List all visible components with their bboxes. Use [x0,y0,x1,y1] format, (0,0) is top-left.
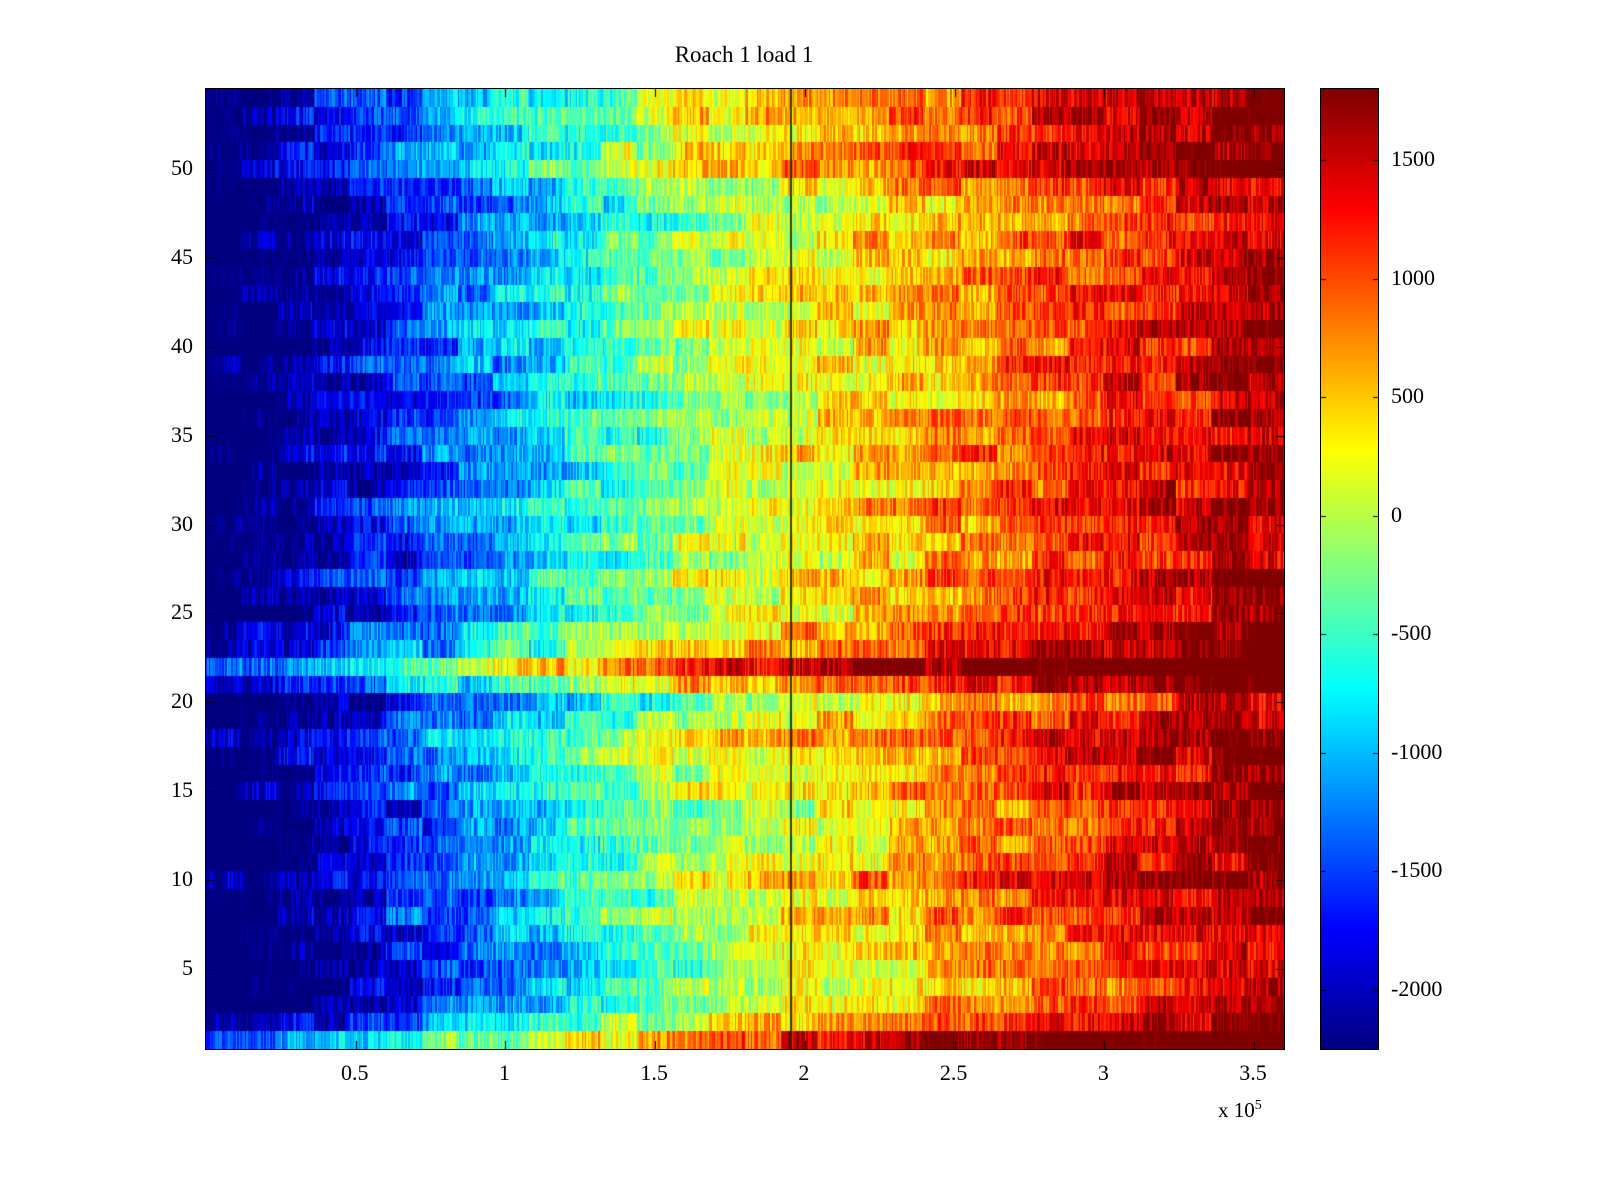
colorbar-tick-label: 500 [1391,383,1424,409]
colorbar-tick-label: -500 [1391,620,1432,646]
y-tick-label: 45 [171,243,193,269]
heatmap-plot [205,88,1285,1050]
colorbar-tick-label: -1000 [1391,738,1443,764]
colorbar-tick-label: 1000 [1391,264,1435,290]
y-tick-label: 20 [171,688,193,714]
y-tick-label: 25 [171,599,193,625]
plot-title: Roach 1 load 1 [674,42,814,67]
x-tick-label: 0.5 [340,1060,369,1085]
y-tick-label: 10 [171,866,193,892]
colorbar-tick-label: 0 [1391,501,1402,527]
x-tick-label: 1 [498,1060,510,1085]
colorbar-tick-label: 1500 [1391,146,1435,172]
x-axis-multiplier-label: x 105 [1218,1098,1262,1122]
x-tick-label: 2.5 [939,1060,968,1085]
y-tick-label: 30 [171,510,193,536]
x-tick-label: 3 [1097,1060,1109,1085]
y-tick-label: 50 [171,155,193,180]
colorbar-tick-label: -2000 [1391,975,1443,1001]
x-tick-label: 1.5 [640,1060,668,1085]
x-tick-label: 2 [798,1060,810,1085]
colorbar [1320,88,1379,1050]
colorbar-tick-label: -1500 [1391,857,1443,883]
y-tick-label: 35 [171,421,193,447]
y-tick-label: 40 [171,332,193,358]
y-tick-label: 5 [182,955,193,980]
y-tick-label: 15 [171,777,193,803]
x-tick-label: 3.5 [1239,1060,1267,1085]
